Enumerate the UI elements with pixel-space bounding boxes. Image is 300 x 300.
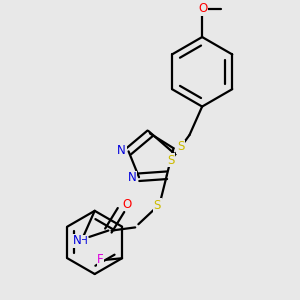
Text: O: O bbox=[122, 198, 131, 211]
Text: F: F bbox=[97, 253, 104, 266]
Text: H: H bbox=[80, 236, 88, 246]
Text: S: S bbox=[177, 140, 184, 153]
Text: N: N bbox=[117, 144, 126, 157]
Text: O: O bbox=[199, 2, 208, 15]
Text: S: S bbox=[154, 199, 161, 212]
Text: S: S bbox=[167, 154, 174, 167]
Text: N: N bbox=[128, 171, 136, 184]
Text: N: N bbox=[73, 235, 82, 248]
